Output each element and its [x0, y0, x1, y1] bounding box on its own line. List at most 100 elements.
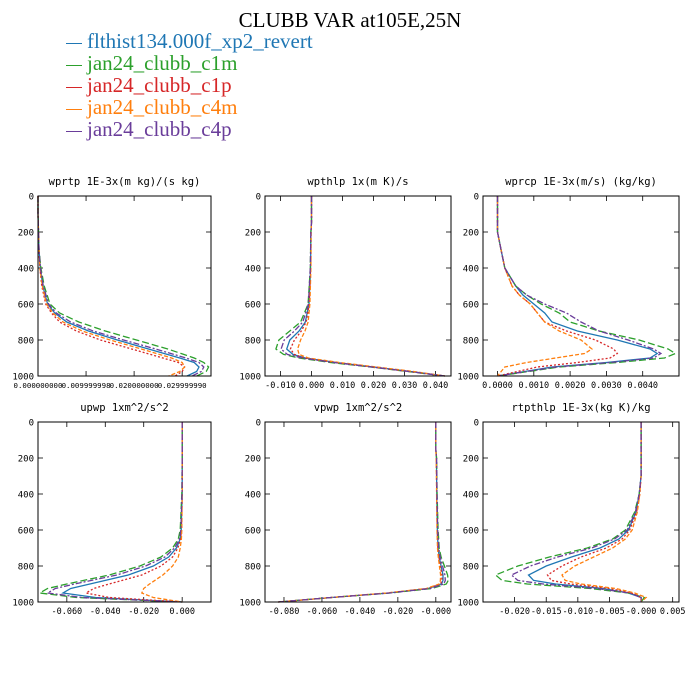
y-tick-label: 0	[29, 419, 34, 429]
y-tick-label: 400	[18, 265, 34, 275]
series-line	[510, 422, 642, 602]
series-line	[37, 196, 186, 377]
y-tick-label: 400	[18, 491, 34, 501]
x-tick-label: -0.000	[626, 607, 657, 617]
series-line	[278, 422, 449, 603]
legend-swatch	[66, 42, 82, 44]
series-line	[37, 196, 200, 377]
y-tick-label: 0	[474, 193, 479, 203]
panel-frame	[264, 195, 452, 377]
y-tick-label: 600	[463, 527, 479, 537]
y-tick-label: 200	[18, 229, 34, 239]
legend-swatch	[66, 64, 82, 66]
panel-frame	[37, 421, 212, 603]
y-tick-label: 400	[245, 265, 261, 275]
x-tick-label: 0.0020	[555, 381, 586, 391]
x-tick-label: 0.0000	[482, 381, 513, 391]
series-line	[278, 422, 444, 603]
series-line	[289, 196, 445, 377]
x-tick-label: 0.000	[169, 607, 195, 617]
y-tick-label: 400	[245, 491, 261, 501]
x-tick-label: 0.0010	[518, 381, 549, 391]
x-tick-label: 0.005	[660, 607, 686, 617]
x-tick-label: -0.060	[307, 607, 338, 617]
y-tick-label: 1000	[457, 599, 479, 609]
series-line	[280, 196, 445, 377]
y-tick-label: 400	[463, 265, 479, 275]
legend-item: jan24_clubb_c1m	[66, 52, 313, 74]
x-tick-label: 0.020	[361, 381, 387, 391]
series-line	[37, 196, 186, 377]
y-tick-label: 0	[29, 193, 34, 203]
panel-title: wprcp 1E-3x(m/s) (kg/kg)	[505, 176, 657, 188]
x-tick-label: -0.040	[345, 607, 376, 617]
series-line	[37, 422, 183, 603]
panel-frame	[482, 195, 680, 377]
panel-frame	[37, 195, 212, 377]
x-tick-label: 0.0030	[591, 381, 622, 391]
y-tick-label: 200	[463, 455, 479, 465]
y-tick-label: 800	[463, 563, 479, 573]
x-tick-label: 0.030	[392, 381, 418, 391]
y-tick-label: 200	[463, 229, 479, 239]
legend-label: jan24_clubb_c4p	[87, 117, 232, 141]
legend-item: flthist134.000f_xp2_revert	[66, 30, 313, 52]
x-tick-label: -0.010	[562, 607, 593, 617]
series-line	[278, 422, 446, 603]
x-tick-label: -0.015	[531, 607, 562, 617]
legend-item: jan24_clubb_c4p	[66, 118, 313, 140]
y-tick-label: 1000	[12, 373, 34, 383]
x-tick-label: 0.009999998	[62, 381, 111, 390]
x-tick-label: -0.020	[128, 607, 159, 617]
panel-frame	[264, 421, 452, 603]
series-line	[37, 196, 210, 377]
legend-label: jan24_clubb_c1m	[87, 51, 238, 75]
y-tick-label: 1000	[12, 599, 34, 609]
legend: flthist134.000f_xp2_revert jan24_clubb_c…	[66, 30, 313, 140]
x-tick-label: 0.000000000	[14, 381, 63, 390]
y-tick-label: 1000	[239, 599, 261, 609]
legend-swatch	[66, 108, 82, 110]
y-tick-label: 200	[245, 455, 261, 465]
y-tick-label: 800	[18, 337, 34, 347]
y-tick-label: 400	[463, 491, 479, 501]
series-line	[496, 196, 663, 377]
y-tick-label: 800	[245, 337, 261, 347]
y-tick-label: 600	[245, 527, 261, 537]
legend-item: jan24_clubb_c1p	[66, 74, 313, 96]
x-tick-label: -0.040	[90, 607, 121, 617]
x-tick-label: -0.020	[499, 607, 530, 617]
x-tick-label: -0.005	[594, 607, 625, 617]
legend-label: flthist134.000f_xp2_revert	[87, 29, 313, 53]
y-tick-label: 600	[463, 301, 479, 311]
series-line	[140, 422, 183, 603]
series-line	[296, 196, 445, 377]
x-tick-label: 0.040	[423, 381, 449, 391]
series-line	[496, 196, 659, 377]
x-tick-label: -0.080	[269, 607, 300, 617]
y-tick-label: 600	[18, 527, 34, 537]
series-line	[275, 196, 445, 377]
series-line	[37, 196, 205, 377]
legend-swatch	[66, 86, 82, 88]
y-tick-label: 0	[474, 419, 479, 429]
panel-title: upwp 1xm^2/s^2	[80, 402, 169, 414]
legend-label: jan24_clubb_c1p	[87, 73, 232, 97]
y-tick-label: 0	[256, 419, 261, 429]
x-tick-label: 0.010	[330, 381, 356, 391]
y-tick-label: 200	[245, 229, 261, 239]
series-line	[494, 422, 646, 603]
series-line	[527, 422, 642, 602]
y-tick-label: 600	[18, 301, 34, 311]
legend-item: jan24_clubb_c4m	[66, 96, 313, 118]
y-tick-label: 0	[256, 193, 261, 203]
series-line	[84, 422, 183, 603]
panel-title: rtpthlp 1E-3x(kg K)/kg	[511, 402, 650, 414]
x-tick-label: -0.000	[420, 607, 451, 617]
legend-label: jan24_clubb_c4m	[87, 95, 238, 119]
x-tick-label: 0.000	[299, 381, 325, 391]
x-tick-label: -0.060	[51, 607, 82, 617]
x-tick-label: -0.010	[265, 381, 296, 391]
